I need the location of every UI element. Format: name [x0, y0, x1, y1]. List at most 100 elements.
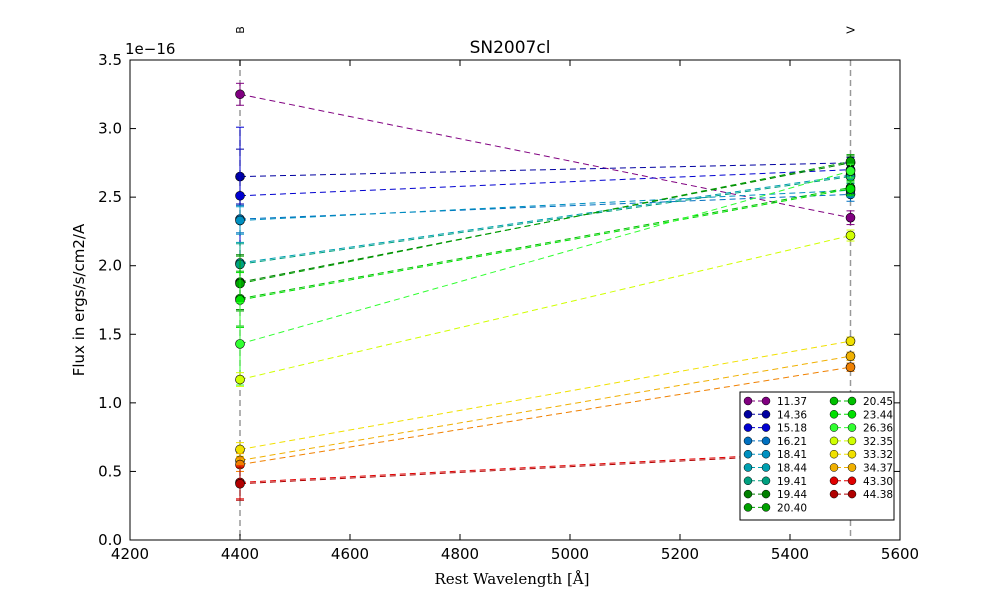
legend-marker [761, 410, 771, 419]
legend-marker [743, 463, 753, 472]
legend-label: 19.41 [777, 476, 807, 488]
legend-marker [847, 436, 857, 446]
legend-marker [743, 396, 753, 406]
series-line [239, 366, 851, 466]
x-tick-label: 5600 [881, 545, 919, 563]
legend-label: 19.44 [777, 489, 807, 501]
legend-marker [829, 436, 839, 446]
data-point [845, 184, 856, 194]
legend-marker [847, 396, 857, 406]
x-tick-label: 5200 [661, 545, 699, 563]
y-tick-label: 3.0 [98, 120, 122, 138]
series-line [239, 340, 851, 450]
plot-frame [129, 59, 901, 541]
legend-marker [847, 463, 857, 472]
legend-label: 16.21 [777, 436, 807, 448]
series-line [239, 189, 851, 221]
y-tick-label: 1.5 [98, 325, 122, 343]
series-line [239, 355, 851, 461]
legend-marker [743, 423, 753, 432]
legend-label: 23.44 [863, 409, 893, 421]
series-line [239, 162, 851, 178]
series-line [239, 160, 851, 285]
y-tick-label: 2.5 [98, 188, 122, 206]
x-tick-label: 5400 [771, 545, 809, 563]
legend-marker [761, 449, 771, 459]
series-line [239, 188, 851, 301]
legend-label: 14.36 [777, 409, 807, 421]
series-line [239, 235, 851, 381]
series-line [239, 187, 851, 300]
legend-marker [829, 410, 839, 419]
data-point [845, 336, 856, 346]
data-point [235, 190, 245, 201]
data-point [235, 478, 245, 489]
band-label: V [845, 26, 858, 34]
legend-label: 44.38 [863, 489, 893, 501]
legend-label: 26.36 [863, 423, 893, 435]
legend-label: 33.32 [863, 449, 893, 461]
legend-label: 34.37 [863, 463, 893, 475]
x-tick-label: 5000 [551, 545, 589, 563]
data-point [845, 351, 856, 362]
series-line [239, 174, 851, 264]
legend-marker [829, 396, 839, 406]
y-offset-label: 1e−16 [125, 40, 175, 58]
x-tick-label: 4200 [111, 545, 149, 563]
series-line [239, 176, 851, 265]
legend-marker [847, 410, 857, 419]
x-axis-label: Rest Wavelength [Å] [434, 570, 589, 588]
x-tick-label: 4600 [331, 545, 369, 563]
legend-label: 20.45 [863, 396, 893, 408]
legend-marker [829, 449, 839, 459]
legend-marker [761, 489, 771, 499]
data-point [845, 212, 856, 223]
legend-label: 18.41 [777, 449, 807, 461]
legend-marker [847, 489, 857, 499]
series-line [239, 170, 851, 345]
data-point [235, 215, 245, 226]
x-tick-label: 4400 [221, 545, 259, 563]
chart-title: SN2007cl [470, 38, 551, 58]
data-point [235, 374, 245, 385]
data-point [235, 444, 245, 455]
data-point [235, 339, 245, 349]
legend-marker [743, 436, 753, 446]
legend-marker [829, 489, 839, 499]
band-label: B [234, 26, 247, 34]
series-line [239, 451, 851, 485]
series-line [239, 193, 851, 220]
y-axis-label: Flux in ergs/s/cm2/A [70, 223, 88, 376]
series-line [239, 450, 851, 483]
legend-label: 43.30 [863, 476, 893, 488]
legend-marker [743, 410, 753, 419]
legend-marker [761, 503, 771, 512]
y-tick-label: 0.0 [98, 531, 122, 549]
legend-marker [847, 423, 857, 432]
data-point [235, 89, 245, 100]
data-point [845, 362, 856, 373]
series-line [239, 169, 851, 197]
legend-marker [743, 489, 753, 499]
legend-marker [829, 476, 839, 486]
legend-marker [761, 423, 771, 432]
legend-marker [743, 503, 753, 512]
y-tick-label: 1.0 [98, 394, 122, 412]
series-line [239, 93, 851, 219]
legend-marker [829, 423, 839, 432]
legend-marker [743, 476, 753, 486]
y-tick-label: 0.5 [98, 462, 122, 480]
legend-marker [847, 476, 857, 486]
legend-label: 32.35 [863, 436, 893, 448]
legend-label: 20.40 [777, 502, 807, 514]
data-point [845, 230, 856, 241]
legend-marker [829, 463, 839, 472]
legend-marker [847, 449, 857, 459]
legend-marker [761, 463, 771, 472]
y-tick-label: 2.0 [98, 257, 122, 275]
data-point [845, 166, 856, 176]
legend-label: 18.44 [777, 463, 807, 475]
x-tick-label: 4800 [441, 545, 479, 563]
legend-marker [761, 396, 771, 406]
